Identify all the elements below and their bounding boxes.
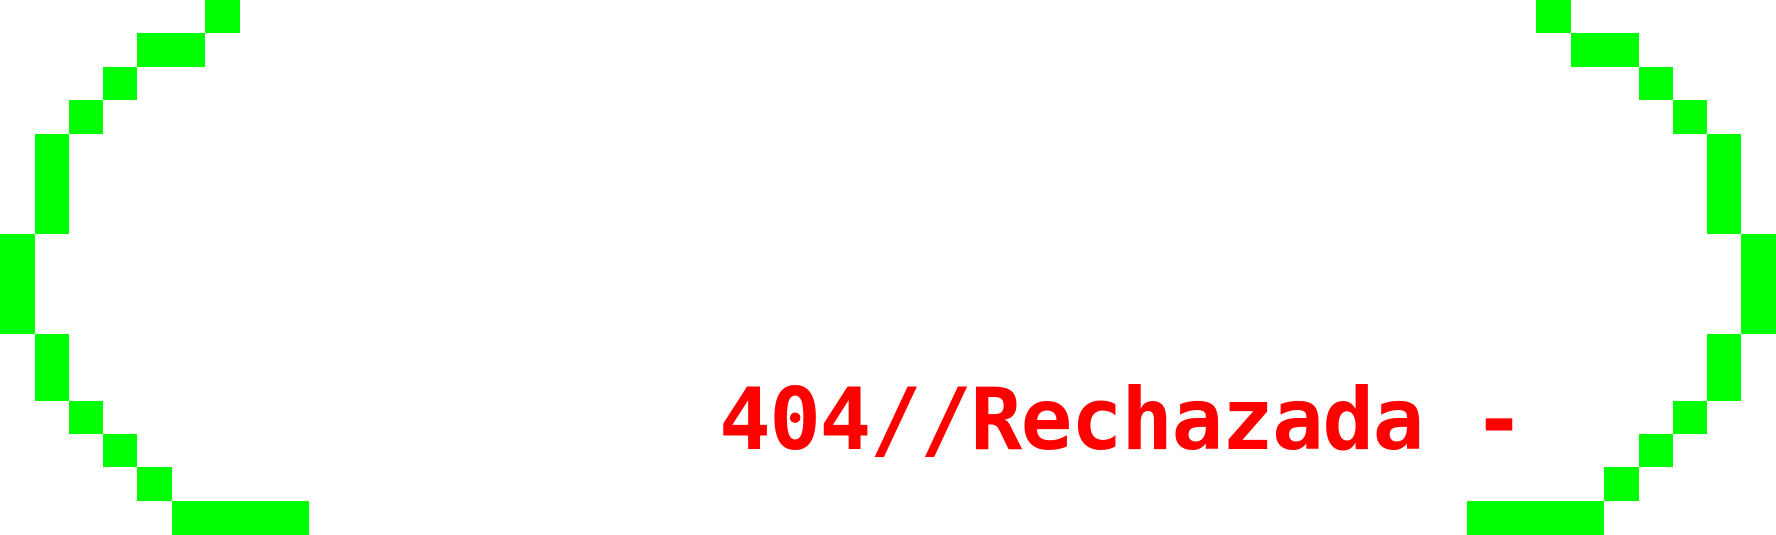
bracket-pixel xyxy=(0,234,35,334)
bracket-pixel xyxy=(1741,234,1776,334)
bracket-pixel xyxy=(103,434,137,467)
bracket-pixel xyxy=(1673,100,1707,134)
bracket-pixel xyxy=(172,501,309,535)
bracket-pixel xyxy=(69,401,103,434)
bracket-pixel xyxy=(1571,33,1639,67)
left-bracket-icon xyxy=(0,0,320,535)
bracket-pixel xyxy=(1467,501,1604,535)
bracket-pixel xyxy=(1707,334,1741,401)
bracket-pixel xyxy=(1639,67,1673,100)
bracket-pixel xyxy=(137,467,172,501)
bracket-pixel xyxy=(1639,434,1673,467)
bracket-pixel xyxy=(205,0,240,33)
right-bracket-icon xyxy=(1456,0,1776,535)
bracket-pixel xyxy=(35,134,69,234)
bracket-pixel xyxy=(69,100,103,134)
bracket-pixel xyxy=(1707,134,1741,234)
bracket-pixel xyxy=(1536,0,1571,33)
bracket-pixel xyxy=(137,33,205,67)
error-message: 404//Rechazada - xyxy=(719,370,1525,470)
bracket-pixel xyxy=(1673,401,1707,434)
bracket-pixel xyxy=(103,67,137,100)
bracket-pixel xyxy=(1604,467,1639,501)
bracket-pixel xyxy=(35,334,69,401)
